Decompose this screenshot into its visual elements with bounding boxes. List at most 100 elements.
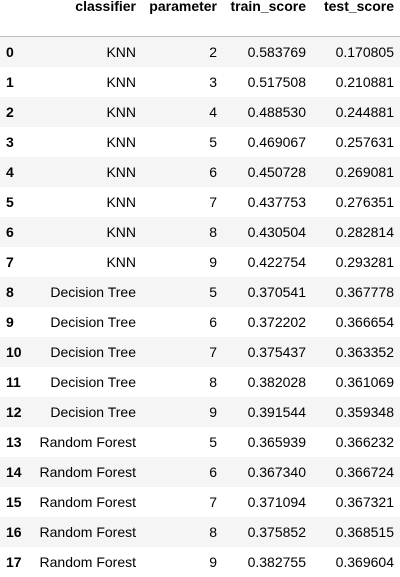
cell-train-score: 0.375852: [247, 523, 306, 540]
cell-classifier: Random Forest: [39, 463, 136, 480]
table-header: classifier parameter train_score test_sc…: [0, 0, 400, 37]
cell-test-score: 0.366654: [335, 313, 394, 330]
row-index: 12: [6, 403, 22, 420]
table-row: 17 Random Forest 9 0.382755 0.369604: [0, 546, 400, 577]
cell-train-score: 0.391544: [247, 403, 306, 420]
cell-parameter: 9: [209, 403, 217, 420]
cell-test-score: 0.368515: [335, 523, 394, 540]
cell-parameter: 3: [209, 73, 217, 90]
table-row: 3 KNN 5 0.469067 0.257631: [0, 126, 400, 157]
cell-classifier: Decision Tree: [50, 343, 136, 360]
table-row: 4 KNN 6 0.450728 0.269081: [0, 156, 400, 187]
cell-train-score: 0.370541: [247, 283, 306, 300]
table-row: 7 KNN 9 0.422754 0.293281: [0, 246, 400, 277]
cell-train-score: 0.430504: [247, 223, 306, 240]
row-index: 6: [6, 223, 14, 240]
cell-classifier: Random Forest: [39, 493, 136, 510]
row-index: 5: [6, 193, 14, 210]
table-row: 10 Decision Tree 7 0.375437 0.363352: [0, 336, 400, 367]
cell-classifier: Random Forest: [39, 553, 136, 570]
cell-parameter: 6: [209, 463, 217, 480]
table-row: 11 Decision Tree 8 0.382028 0.361069: [0, 366, 400, 397]
table-row: 1 KNN 3 0.517508 0.210881: [0, 66, 400, 97]
header-test-score: test_score: [312, 0, 400, 37]
cell-train-score: 0.375437: [247, 343, 306, 360]
cell-parameter: 7: [209, 193, 217, 210]
cell-classifier: KNN: [106, 253, 136, 270]
cell-parameter: 7: [209, 343, 217, 360]
cell-train-score: 0.450728: [247, 163, 306, 180]
cell-classifier: Random Forest: [39, 433, 136, 450]
table-row: 5 KNN 7 0.437753 0.276351: [0, 186, 400, 217]
row-index: 4: [6, 163, 14, 180]
cell-test-score: 0.366232: [335, 433, 394, 450]
row-index: 11: [6, 373, 21, 390]
cell-train-score: 0.488530: [247, 103, 306, 120]
cell-train-score: 0.469067: [247, 133, 306, 150]
cell-classifier: KNN: [106, 73, 136, 90]
cell-classifier: KNN: [106, 163, 136, 180]
cell-classifier: Decision Tree: [50, 313, 136, 330]
cell-test-score: 0.244881: [335, 103, 394, 120]
cell-train-score: 0.367340: [247, 463, 306, 480]
cell-parameter: 7: [209, 493, 217, 510]
cell-train-score: 0.583769: [247, 43, 306, 60]
table-row: 14 Random Forest 6 0.367340 0.366724: [0, 456, 400, 487]
cell-train-score: 0.371094: [247, 493, 306, 510]
cell-parameter: 8: [209, 523, 217, 540]
row-index: 2: [6, 103, 14, 120]
row-index: 7: [6, 253, 14, 270]
cell-test-score: 0.367778: [335, 283, 394, 300]
row-index: 16: [6, 523, 22, 540]
cell-parameter: 9: [209, 253, 217, 270]
header-parameter: parameter: [142, 0, 223, 37]
cell-parameter: 5: [209, 133, 217, 150]
table-row: 12 Decision Tree 9 0.391544 0.359348: [0, 396, 400, 427]
cell-classifier: KNN: [106, 223, 136, 240]
cell-test-score: 0.282814: [335, 223, 394, 240]
row-index: 0: [6, 43, 14, 60]
cell-parameter: 5: [209, 433, 217, 450]
cell-test-score: 0.170805: [335, 43, 394, 60]
cell-test-score: 0.210881: [335, 73, 394, 90]
cell-parameter: 2: [209, 43, 217, 60]
cell-classifier: Decision Tree: [50, 283, 136, 300]
table-row: 16 Random Forest 8 0.375852 0.368515: [0, 516, 400, 547]
row-index: 10: [6, 343, 22, 360]
header-train-score: train_score: [223, 0, 312, 37]
cell-train-score: 0.437753: [247, 193, 306, 210]
cell-classifier: KNN: [106, 43, 136, 60]
cell-test-score: 0.369604: [335, 553, 394, 570]
cell-train-score: 0.422754: [247, 253, 306, 270]
header-index: [0, 0, 38, 37]
row-index: 9: [6, 313, 14, 330]
cell-test-score: 0.359348: [335, 403, 394, 420]
cell-train-score: 0.365939: [247, 433, 306, 450]
cell-test-score: 0.276351: [335, 193, 394, 210]
cell-test-score: 0.366724: [335, 463, 394, 480]
header-row: classifier parameter train_score test_sc…: [0, 0, 400, 37]
table-row: 8 Decision Tree 5 0.370541 0.367778: [0, 276, 400, 307]
table-body: 0 KNN 2 0.583769 0.170805 1 KNN 3 0.517508 0.2108…: [0, 36, 400, 577]
cell-test-score: 0.367321: [335, 493, 394, 510]
cell-parameter: 8: [209, 373, 217, 390]
table-row: 15 Random Forest 7 0.371094 0.367321: [0, 486, 400, 517]
cell-train-score: 0.382028: [247, 373, 306, 390]
cell-train-score: 0.382755: [247, 553, 306, 570]
cell-parameter: 6: [209, 163, 217, 180]
row-index: 14: [6, 463, 22, 480]
cell-parameter: 6: [209, 313, 217, 330]
cell-classifier: KNN: [106, 133, 136, 150]
cell-classifier: KNN: [106, 103, 136, 120]
cell-test-score: 0.269081: [335, 163, 394, 180]
table-row: 2 KNN 4 0.488530 0.244881: [0, 96, 400, 127]
cell-parameter: 4: [209, 103, 217, 120]
cell-train-score: 0.517508: [247, 73, 306, 90]
row-index: 15: [6, 493, 22, 510]
row-index: 13: [6, 433, 22, 450]
cell-test-score: 0.363352: [335, 343, 394, 360]
cell-parameter: 9: [209, 553, 217, 570]
row-index: 3: [6, 133, 14, 150]
cell-classifier: Decision Tree: [50, 403, 136, 420]
